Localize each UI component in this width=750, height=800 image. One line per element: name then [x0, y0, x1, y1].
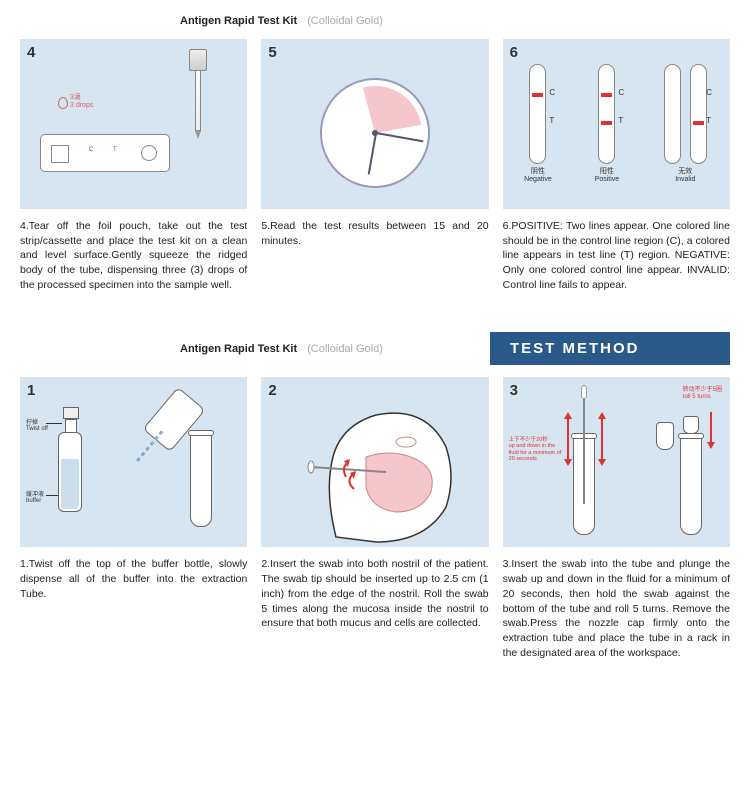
kit-title-bottom: Antigen Rapid Test Kit (Colloidal Gold) — [180, 343, 490, 355]
step-1-panel: 1 拧掉Twist off 缓冲液buffer — [20, 377, 247, 547]
kit-title-top: Antigen Rapid Test Kit (Colloidal Gold) — [180, 15, 730, 27]
drop-count-label: 3滴 3 drops — [70, 94, 93, 109]
step-1-number: 1 — [27, 382, 35, 399]
dropper-tube-icon — [189, 49, 207, 139]
extraction-tube-icon — [190, 432, 212, 527]
step-2-desc: 2.Insert the swab into both nostril of t… — [261, 557, 488, 630]
kit-title-main: Antigen Rapid Test Kit — [180, 15, 297, 27]
step-2-panel: 2 — [261, 377, 488, 547]
nozzle-cap-icon — [656, 422, 674, 450]
step-3-desc: 3.Insert the swab into the tube and plun… — [503, 557, 730, 660]
result-strips: C T 阴性Negative C T 阳性Positive — [503, 64, 730, 183]
step-6: 6 C T 阴性Negative C T — [503, 39, 730, 292]
steps-grid-bottom: 1 拧掉Twist off 缓冲液buffer 1.Twist off the … — [20, 377, 730, 660]
step-4: 4 3滴 3 drops C T 4.Tear off the foil pou… — [20, 39, 247, 292]
step-5-panel: 5 — [261, 39, 488, 209]
head-profile-icon — [306, 397, 466, 547]
step-2: 2 2.Insert the swab into both nostril of… — [261, 377, 488, 660]
step-2-number: 2 — [268, 382, 276, 399]
step-5-desc: 5.Read the test results between 15 and 2… — [261, 219, 488, 248]
step-1: 1 拧掉Twist off 缓冲液buffer 1.Twist off the … — [20, 377, 247, 660]
capped-tube-icon — [680, 435, 702, 535]
step-3-number: 3 — [510, 382, 518, 399]
step-3-panel: 3 转动不少于5圈roll 5 turns 上下不少于20秒 up and do… — [503, 377, 730, 547]
step-4-panel: 4 3滴 3 drops C T — [20, 39, 247, 209]
step-5-number: 5 — [268, 44, 276, 61]
test-method-banner: TEST METHOD — [490, 332, 730, 365]
buffer-bottle-icon — [58, 432, 82, 512]
result-invalid: C T 无效Invalid — [662, 64, 708, 183]
kit-title-sub: (Colloidal Gold) — [307, 15, 383, 27]
swab-stick-icon — [583, 389, 585, 504]
buffer-label: 缓冲液buffer — [26, 489, 44, 504]
step-4-desc: 4.Tear off the foil pouch, take out the … — [20, 219, 247, 292]
steps-grid-top: 4 3滴 3 drops C T 4.Tear off the foil pou… — [20, 39, 730, 292]
drop-icon — [58, 97, 68, 109]
twist-off-label: 拧掉Twist off — [26, 417, 48, 432]
step-6-desc: 6.POSITIVE: Two lines appear. One colore… — [503, 219, 730, 292]
test-cassette-icon: C T — [40, 134, 170, 172]
step-6-panel: 6 C T 阴性Negative C T — [503, 39, 730, 209]
result-negative: C T 阴性Negative — [524, 64, 552, 183]
step-4-number: 4 — [27, 44, 35, 61]
step-5: 5 5.Read the test results between 15 and… — [261, 39, 488, 292]
result-positive: C T 阳性Positive — [595, 64, 620, 183]
roll-turns-label: 转动不少于5圈roll 5 turns — [683, 387, 722, 400]
clock-icon — [320, 78, 430, 188]
step-1-desc: 1.Twist off the top of the buffer bottle… — [20, 557, 247, 601]
step-3: 3 转动不少于5圈roll 5 turns 上下不少于20秒 up and do… — [503, 377, 730, 660]
step-6-number: 6 — [510, 44, 518, 61]
up-down-label: 上下不少于20秒 up and down in the fluid for a … — [509, 437, 564, 461]
